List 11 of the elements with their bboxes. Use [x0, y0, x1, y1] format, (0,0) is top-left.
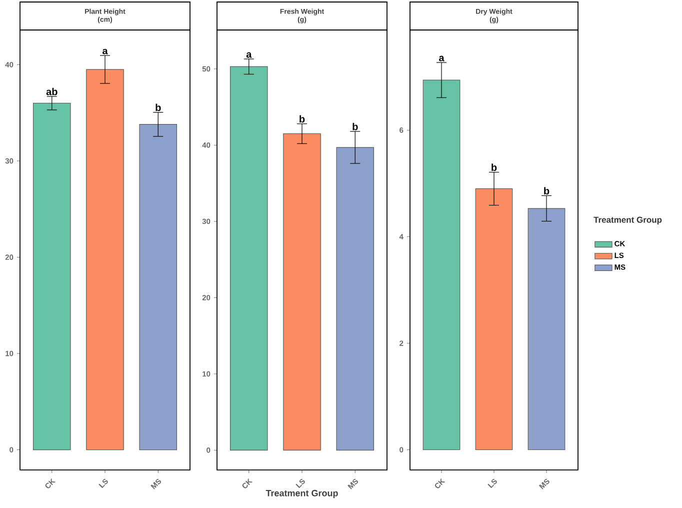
annotation: b [544, 187, 550, 194]
annotation: a [439, 56, 444, 62]
annotation: b [156, 104, 161, 112]
annotation: b [492, 164, 497, 172]
annotation: b [352, 122, 358, 130]
annotation: a [102, 48, 108, 54]
annotation: b [300, 115, 305, 123]
annotation: a [246, 52, 252, 58]
legend-title: Treatment Group [594, 216, 662, 224]
x-axis-title: Treatment Group [266, 490, 338, 498]
annotation: ab [46, 88, 58, 96]
